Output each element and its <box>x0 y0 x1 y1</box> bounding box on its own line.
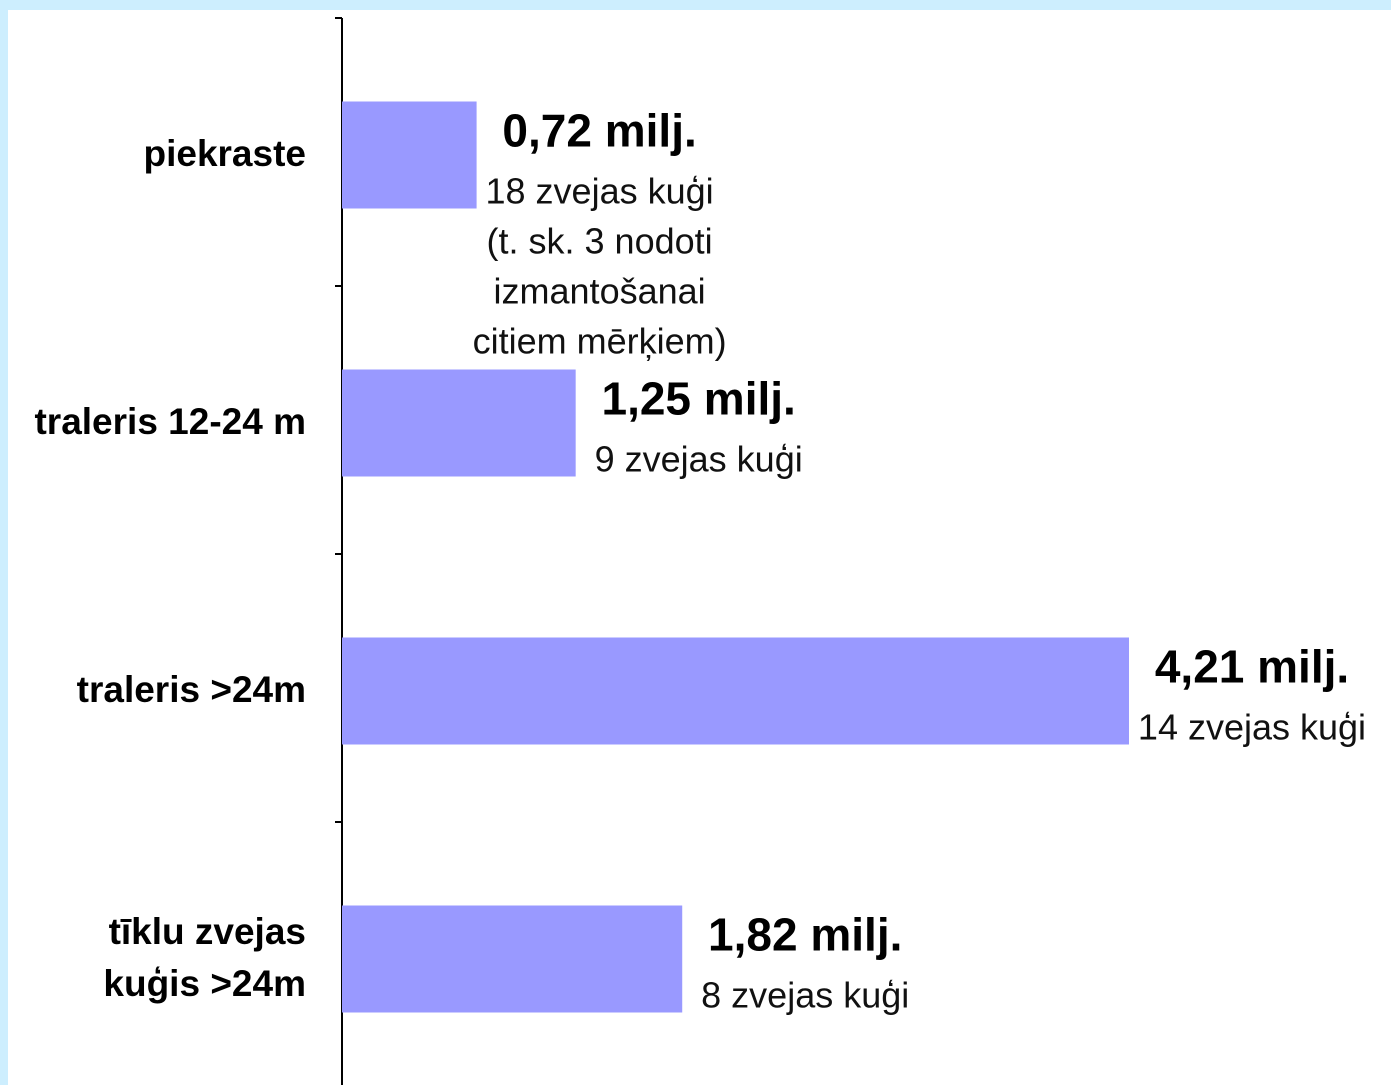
bar <box>342 369 576 477</box>
data-note: citiem mērķiem) <box>473 321 727 362</box>
data-note: 14 zvejas kuģi <box>1138 707 1366 748</box>
data-note: 9 zvejas kuģi <box>595 439 803 480</box>
data-label: 1,25 milj. <box>601 373 795 425</box>
data-note: 18 zvejas kuģi <box>486 171 714 212</box>
data-note: izmantošanai <box>494 271 706 312</box>
category-label: tīklu zvejas <box>109 911 306 952</box>
data-note: 8 zvejas kuģi <box>701 975 909 1016</box>
data-label: 1,82 milj. <box>708 909 902 961</box>
category-label: traleris 12-24 m <box>34 401 306 442</box>
bar-chart: piekraste 0,72 milj. 18 zvejas kuģi (t. sk.… <box>34 17 1366 1085</box>
bar <box>342 905 683 1013</box>
bar <box>342 637 1129 745</box>
data-note: (t. sk. 3 nodoti <box>487 221 713 262</box>
bar <box>342 101 477 209</box>
chart-frame: piekraste 0,72 milj. 18 zvejas kuģi (t. sk.… <box>8 10 1391 1085</box>
category-label: kuģis >24m <box>103 963 306 1004</box>
category-label: piekraste <box>144 133 307 174</box>
category-label: traleris >24m <box>77 669 306 710</box>
data-label: 0,72 milj. <box>502 105 696 157</box>
data-label: 4,21 milj. <box>1155 641 1349 693</box>
